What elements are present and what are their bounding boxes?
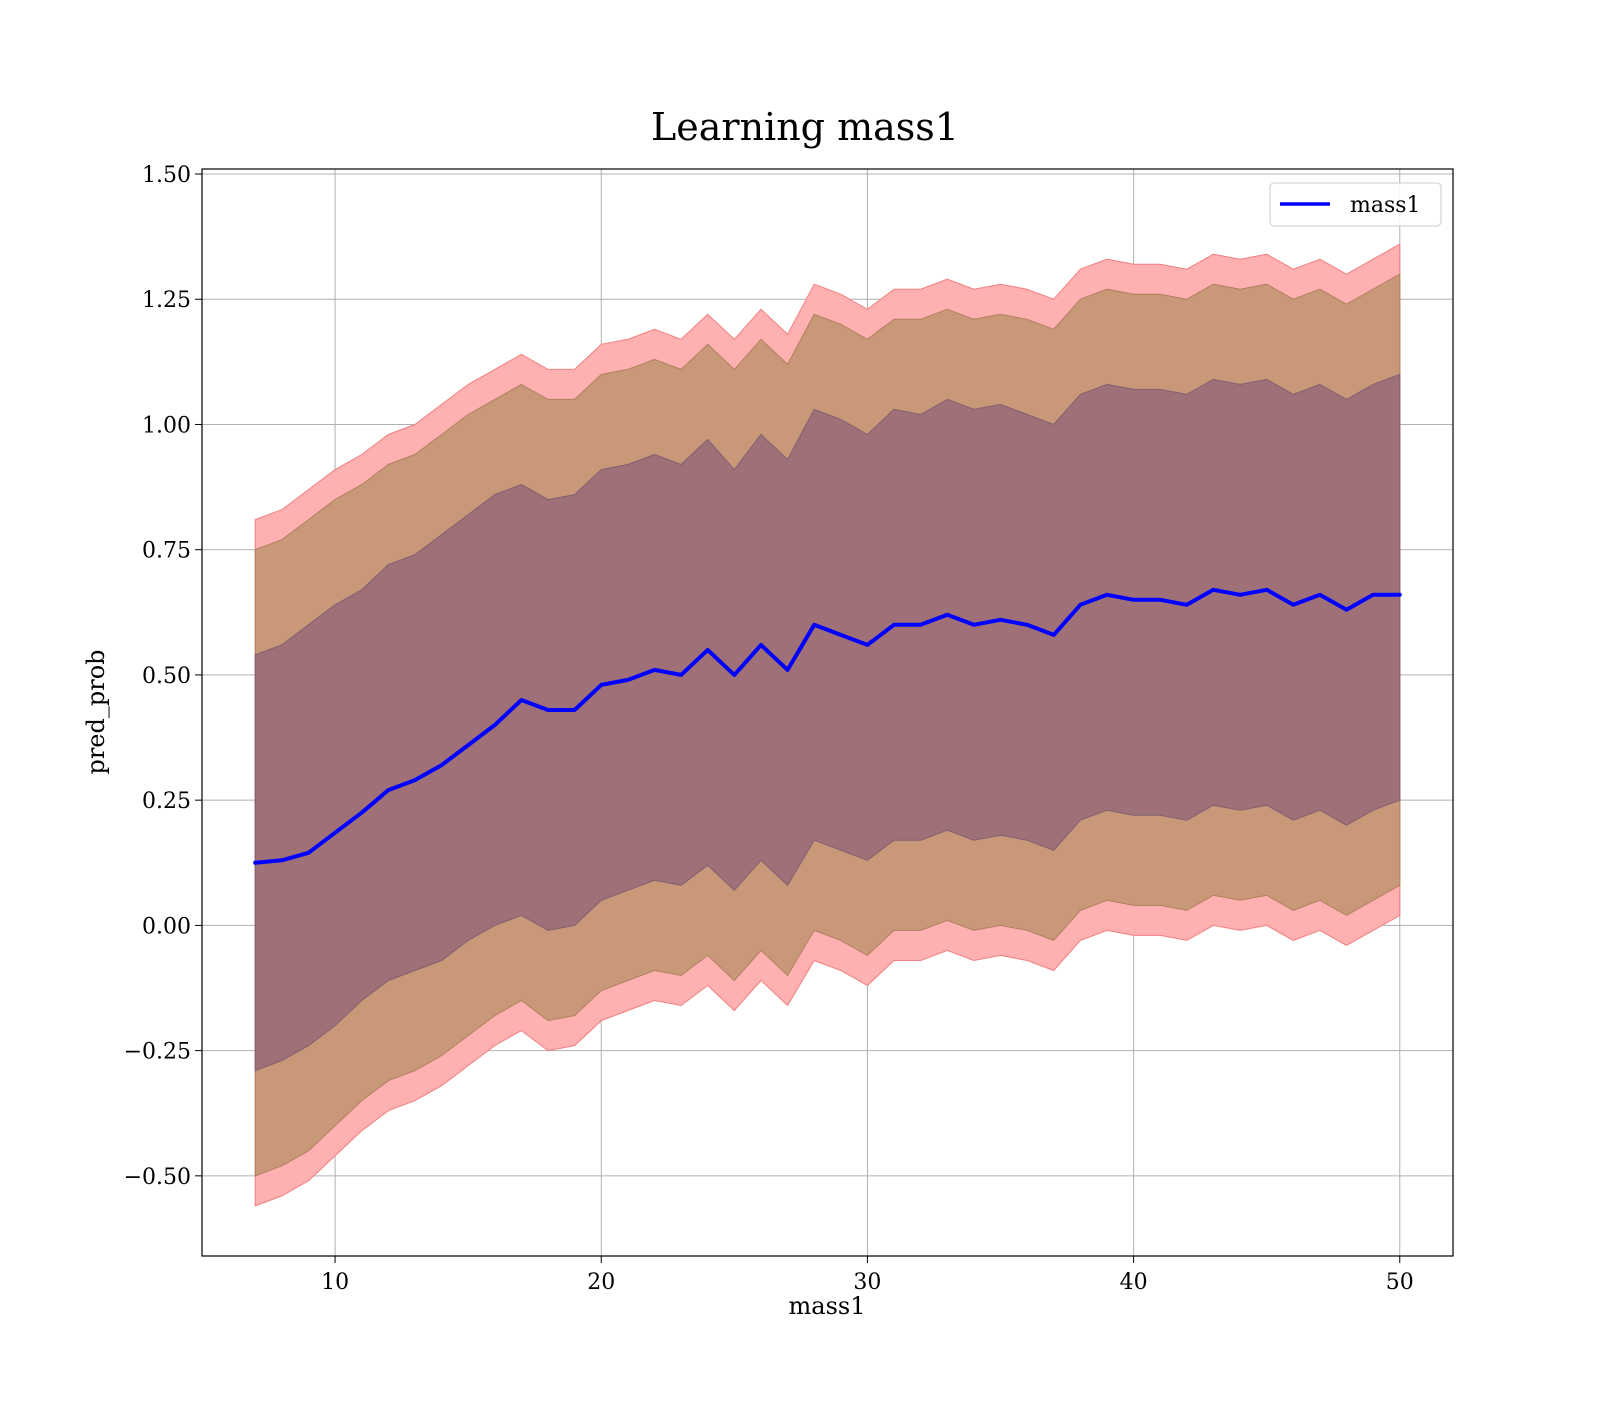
x-tick-label-3: 40 xyxy=(1120,1270,1148,1295)
x-axis-ticks: 10 20 30 40 50 xyxy=(321,1256,1414,1295)
x-axis-label: mass1 xyxy=(789,1292,866,1320)
chart-title: Learning mass1 xyxy=(651,105,959,149)
y-tick-label-7: 1.25 xyxy=(142,288,191,313)
y-tick-label-3: 0.25 xyxy=(142,789,191,814)
std-bands xyxy=(254,243,1401,1207)
y-tick-label-1: −0.25 xyxy=(124,1040,191,1065)
y-tick-label-8: 1.50 xyxy=(142,163,191,188)
x-tick-label-2: 30 xyxy=(853,1270,881,1295)
legend-entry-mass1: mass1 xyxy=(1350,193,1421,218)
x-tick-label-1: 20 xyxy=(587,1270,615,1295)
legend: mass1 xyxy=(1269,182,1442,227)
series-line-mass1 xyxy=(253,587,1402,865)
y-tick-label-2: 0.00 xyxy=(142,914,191,939)
y-tick-label-4: 0.50 xyxy=(142,664,191,689)
series-line-layer xyxy=(253,587,1402,865)
y-axis-label: pred_prob xyxy=(82,649,110,774)
x-tick-label-4: 50 xyxy=(1386,1270,1414,1295)
y-tick-label-0: −0.50 xyxy=(124,1165,191,1190)
band-1std xyxy=(254,373,1401,1072)
x-tick-label-0: 10 xyxy=(321,1270,349,1295)
legend-box xyxy=(1269,182,1442,227)
y-axis-ticks: −0.50 −0.25 0.00 0.25 0.50 0.75 1.00 1.25 1.50 xyxy=(124,163,202,1190)
y-tick-label-6: 1.00 xyxy=(142,413,191,438)
plot-frame xyxy=(201,168,1454,1257)
y-tick-label-5: 0.75 xyxy=(142,539,191,564)
